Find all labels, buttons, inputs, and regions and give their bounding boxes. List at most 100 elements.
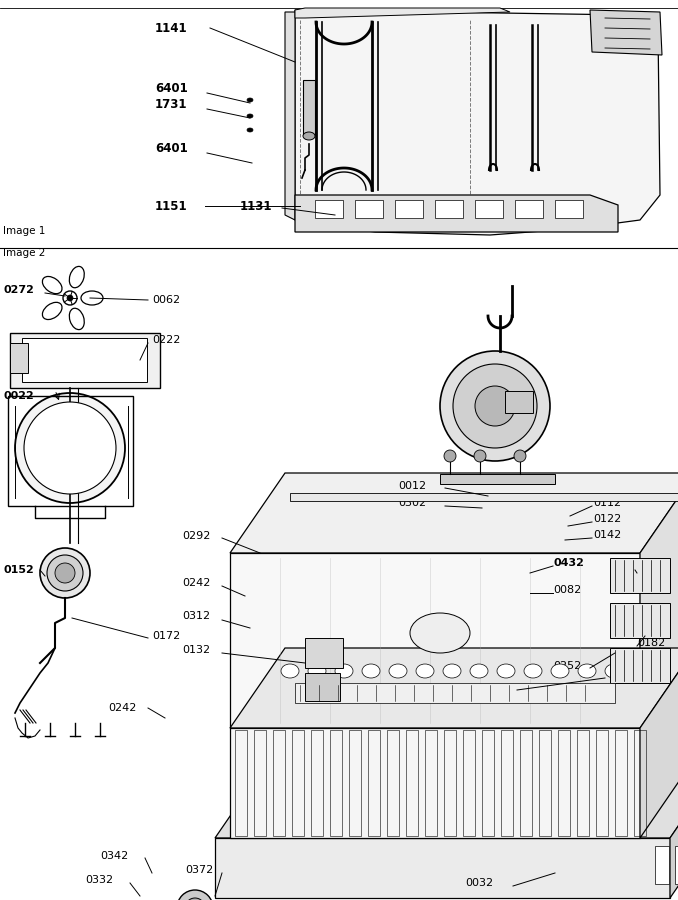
Bar <box>305 673 340 701</box>
Text: 0032: 0032 <box>465 878 493 888</box>
Circle shape <box>185 898 205 900</box>
Bar <box>501 730 513 836</box>
Text: 0242: 0242 <box>182 578 210 588</box>
Text: 0332: 0332 <box>85 875 113 885</box>
Bar <box>315 200 343 218</box>
Ellipse shape <box>551 664 569 678</box>
Bar <box>305 638 343 668</box>
Text: 0112: 0112 <box>593 498 621 508</box>
Bar <box>634 730 646 836</box>
Text: 6401: 6401 <box>155 141 188 155</box>
Text: 0172: 0172 <box>152 631 180 641</box>
Bar <box>520 730 532 836</box>
Ellipse shape <box>578 664 596 678</box>
Bar <box>330 730 342 836</box>
Polygon shape <box>230 728 640 838</box>
Polygon shape <box>215 838 670 898</box>
Ellipse shape <box>247 128 253 132</box>
Text: 1731: 1731 <box>155 97 188 111</box>
Text: 1141: 1141 <box>155 22 188 34</box>
Circle shape <box>40 548 90 598</box>
Text: 0372: 0372 <box>185 865 214 875</box>
Circle shape <box>444 450 456 462</box>
Bar <box>10 343 28 373</box>
Circle shape <box>474 450 486 462</box>
Bar <box>482 730 494 836</box>
Text: 0272: 0272 <box>3 285 34 295</box>
Bar <box>235 730 247 836</box>
Bar <box>355 200 383 218</box>
Bar <box>8 396 133 506</box>
Bar <box>303 80 315 135</box>
Bar <box>555 200 583 218</box>
Ellipse shape <box>443 664 461 678</box>
Polygon shape <box>230 553 640 728</box>
Polygon shape <box>295 8 510 18</box>
Ellipse shape <box>410 613 470 653</box>
Bar <box>425 730 437 836</box>
Bar <box>368 730 380 836</box>
Bar <box>610 558 670 593</box>
Text: 1131: 1131 <box>240 200 273 212</box>
Polygon shape <box>640 648 678 838</box>
Bar <box>406 730 418 836</box>
Text: 0122: 0122 <box>593 514 621 524</box>
Bar <box>254 730 266 836</box>
Text: 6401: 6401 <box>155 82 188 94</box>
Circle shape <box>177 890 213 900</box>
Circle shape <box>63 291 77 305</box>
Bar <box>10 333 160 388</box>
Ellipse shape <box>69 308 84 329</box>
Bar <box>273 730 285 836</box>
Text: 0232: 0232 <box>637 565 665 575</box>
Bar <box>22 338 147 382</box>
Text: Image 1: Image 1 <box>3 226 45 236</box>
Polygon shape <box>670 758 678 898</box>
Text: 0142: 0142 <box>593 530 621 540</box>
Ellipse shape <box>281 664 299 678</box>
Circle shape <box>24 402 116 494</box>
Bar <box>610 648 670 683</box>
Polygon shape <box>590 10 662 55</box>
Bar <box>475 200 503 218</box>
Text: 1151: 1151 <box>155 200 188 212</box>
Bar <box>596 730 608 836</box>
Bar <box>440 474 555 484</box>
Bar <box>505 391 533 413</box>
Text: 0022: 0022 <box>3 391 34 401</box>
Ellipse shape <box>303 132 315 140</box>
Text: Image 2: Image 2 <box>3 248 45 258</box>
Bar <box>292 730 304 836</box>
Circle shape <box>47 555 83 591</box>
Ellipse shape <box>470 664 488 678</box>
Bar <box>349 730 361 836</box>
Text: 0012: 0012 <box>398 481 426 491</box>
Bar <box>577 730 589 836</box>
Text: 0292: 0292 <box>182 531 210 541</box>
Polygon shape <box>230 473 678 553</box>
Text: 0302: 0302 <box>398 498 426 508</box>
Ellipse shape <box>335 664 353 678</box>
Text: 0242: 0242 <box>108 703 136 713</box>
Polygon shape <box>295 10 660 235</box>
Ellipse shape <box>497 664 515 678</box>
Bar <box>395 200 423 218</box>
Text: 0222: 0222 <box>152 335 180 345</box>
Ellipse shape <box>43 302 62 320</box>
Bar <box>311 730 323 836</box>
Bar <box>615 730 627 836</box>
Bar <box>444 730 456 836</box>
Ellipse shape <box>416 664 434 678</box>
Bar <box>558 730 570 836</box>
Ellipse shape <box>605 664 623 678</box>
Polygon shape <box>290 493 678 501</box>
Text: 0132: 0132 <box>182 645 210 655</box>
Text: 0062: 0062 <box>152 295 180 305</box>
Polygon shape <box>230 648 678 728</box>
Text: 0152: 0152 <box>3 565 34 575</box>
Polygon shape <box>295 195 618 232</box>
Bar <box>655 846 669 884</box>
Text: 0082: 0082 <box>553 585 581 595</box>
Bar <box>610 603 670 638</box>
Polygon shape <box>215 758 678 838</box>
